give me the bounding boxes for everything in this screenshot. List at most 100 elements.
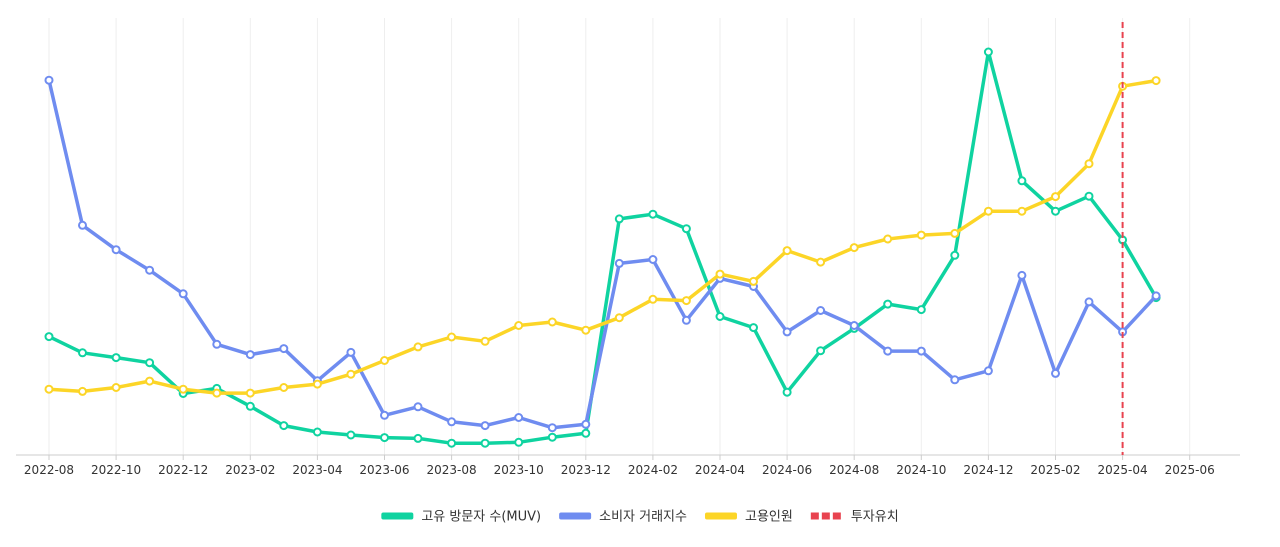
legend-item[interactable]: 소비자 거래지수 xyxy=(559,510,687,525)
data-point[interactable] xyxy=(514,321,524,330)
data-point[interactable] xyxy=(849,321,859,330)
data-point[interactable] xyxy=(480,336,490,346)
data-point[interactable] xyxy=(648,255,658,264)
data-point[interactable] xyxy=(279,421,289,431)
legend-item[interactable]: 고유 방문자 수(MUV) xyxy=(381,510,541,525)
data-point[interactable] xyxy=(78,348,87,358)
legend[interactable]: 고유 방문자 수(MUV) 소비자 거래지수 고용인원 투자유치 xyxy=(381,510,899,525)
data-point[interactable] xyxy=(413,433,423,443)
data-point[interactable] xyxy=(514,413,524,422)
data-point[interactable] xyxy=(447,417,457,427)
data-point[interactable] xyxy=(950,375,960,385)
data-point[interactable] xyxy=(111,383,121,392)
data-point[interactable] xyxy=(681,315,691,325)
data-point[interactable] xyxy=(816,346,826,356)
data-point[interactable] xyxy=(380,433,389,443)
data-point[interactable] xyxy=(883,299,893,309)
data-point[interactable] xyxy=(178,384,188,394)
data-point[interactable] xyxy=(547,423,557,433)
data-point[interactable] xyxy=(346,369,356,379)
data-point[interactable] xyxy=(480,438,490,448)
data-point[interactable] xyxy=(480,421,490,431)
data-point[interactable] xyxy=(245,401,255,411)
data-point[interactable] xyxy=(279,344,289,354)
legend-swatch xyxy=(381,512,414,520)
data-point[interactable] xyxy=(245,388,255,398)
data-point[interactable] xyxy=(380,356,389,365)
data-point[interactable] xyxy=(648,209,658,219)
data-point[interactable] xyxy=(1084,297,1094,307)
data-point[interactable] xyxy=(614,214,624,224)
data-point[interactable] xyxy=(1051,368,1060,378)
data-point[interactable] xyxy=(78,220,87,230)
data-point[interactable] xyxy=(916,305,926,315)
data-point[interactable] xyxy=(1084,191,1094,201)
data-point[interactable] xyxy=(581,325,591,335)
data-point[interactable] xyxy=(849,243,859,253)
data-point[interactable] xyxy=(44,332,54,342)
data-point[interactable] xyxy=(782,327,792,337)
data-point[interactable] xyxy=(614,258,624,268)
data-point[interactable] xyxy=(447,438,457,448)
legend-item[interactable]: 투자유치 xyxy=(810,510,899,525)
data-point[interactable] xyxy=(581,428,591,438)
data-point[interactable] xyxy=(346,347,356,357)
data-point[interactable] xyxy=(1017,270,1027,280)
data-point[interactable] xyxy=(1151,291,1161,301)
data-point[interactable] xyxy=(883,234,893,244)
data-point[interactable] xyxy=(212,388,222,398)
data-point[interactable] xyxy=(648,294,658,304)
data-point[interactable] xyxy=(212,339,222,349)
data-point[interactable] xyxy=(782,246,792,256)
data-point[interactable] xyxy=(581,419,591,429)
data-point[interactable] xyxy=(1051,206,1060,216)
data-point[interactable] xyxy=(950,228,960,238)
data-point[interactable] xyxy=(312,379,322,389)
data-point[interactable] xyxy=(111,353,121,363)
data-point[interactable] xyxy=(715,312,725,321)
data-point[interactable] xyxy=(916,346,926,356)
data-point[interactable] xyxy=(245,350,255,360)
data-point[interactable] xyxy=(983,47,993,57)
legend-swatch xyxy=(704,512,737,520)
data-point[interactable] xyxy=(145,376,155,386)
data-point[interactable] xyxy=(279,383,289,392)
data-point[interactable] xyxy=(514,437,524,447)
data-point[interactable] xyxy=(1017,206,1027,216)
data-point[interactable] xyxy=(715,269,725,279)
data-point[interactable] xyxy=(312,427,322,437)
data-point[interactable] xyxy=(614,313,624,323)
data-point[interactable] xyxy=(681,224,691,234)
data-point[interactable] xyxy=(447,332,457,342)
data-point[interactable] xyxy=(983,366,993,376)
data-point[interactable] xyxy=(816,306,826,315)
data-point[interactable] xyxy=(547,432,557,442)
data-point[interactable] xyxy=(44,75,54,85)
data-point[interactable] xyxy=(1017,176,1027,186)
data-point[interactable] xyxy=(413,342,423,352)
data-point[interactable] xyxy=(950,250,960,260)
data-point[interactable] xyxy=(816,257,826,267)
data-point[interactable] xyxy=(916,230,926,240)
data-point[interactable] xyxy=(413,402,423,412)
data-point[interactable] xyxy=(782,387,792,397)
data-point[interactable] xyxy=(145,265,155,275)
data-point[interactable] xyxy=(749,323,758,333)
data-point[interactable] xyxy=(346,430,356,440)
data-point[interactable] xyxy=(1084,159,1094,169)
legend-item[interactable]: 고용인원 xyxy=(704,510,793,525)
data-point[interactable] xyxy=(178,289,188,299)
data-point[interactable] xyxy=(380,410,389,420)
data-point[interactable] xyxy=(111,245,121,255)
data-point[interactable] xyxy=(883,346,893,356)
data-point[interactable] xyxy=(547,317,557,327)
data-point[interactable] xyxy=(1051,192,1060,202)
data-point[interactable] xyxy=(78,386,87,396)
data-point[interactable] xyxy=(1151,76,1161,86)
data-point[interactable] xyxy=(145,358,155,368)
data-point[interactable] xyxy=(983,206,993,216)
data-point[interactable] xyxy=(681,296,691,306)
data-point[interactable] xyxy=(749,276,758,286)
data-point[interactable] xyxy=(44,384,54,394)
